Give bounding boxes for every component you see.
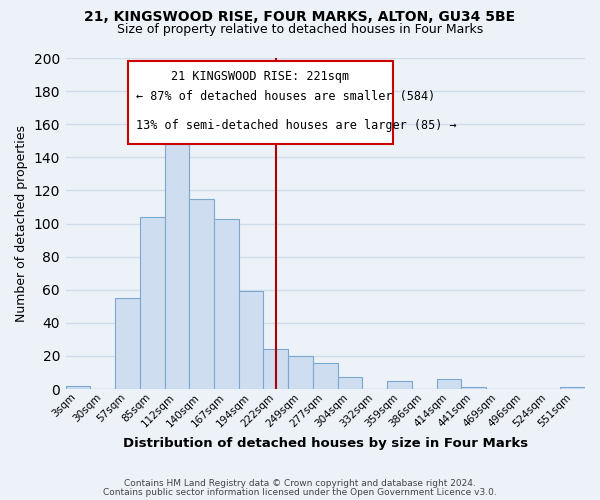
Bar [115,298,140,389]
Text: Contains HM Land Registry data © Crown copyright and database right 2024.: Contains HM Land Registry data © Crown c… [124,478,476,488]
Y-axis label: Number of detached properties: Number of detached properties [15,125,28,322]
Text: 13% of semi-detached houses are larger (85) →: 13% of semi-detached houses are larger (… [136,120,457,132]
Bar [288,356,313,389]
Bar [239,292,263,389]
Bar [461,388,486,389]
Bar [338,378,362,389]
Bar [65,386,91,389]
Bar [437,379,461,389]
Bar [313,362,338,389]
Bar [164,128,189,389]
Text: Size of property relative to detached houses in Four Marks: Size of property relative to detached ho… [117,22,483,36]
Bar [560,388,585,389]
Bar [140,217,164,389]
Text: ← 87% of detached houses are smaller (584): ← 87% of detached houses are smaller (58… [136,90,435,102]
Text: Contains public sector information licensed under the Open Government Licence v3: Contains public sector information licen… [103,488,497,497]
Bar [189,198,214,389]
FancyBboxPatch shape [128,62,393,144]
Bar [214,218,239,389]
X-axis label: Distribution of detached houses by size in Four Marks: Distribution of detached houses by size … [123,437,528,450]
Text: 21, KINGSWOOD RISE, FOUR MARKS, ALTON, GU34 5BE: 21, KINGSWOOD RISE, FOUR MARKS, ALTON, G… [85,10,515,24]
Text: 21 KINGSWOOD RISE: 221sqm: 21 KINGSWOOD RISE: 221sqm [172,70,349,82]
Bar [387,381,412,389]
Bar [263,350,288,389]
